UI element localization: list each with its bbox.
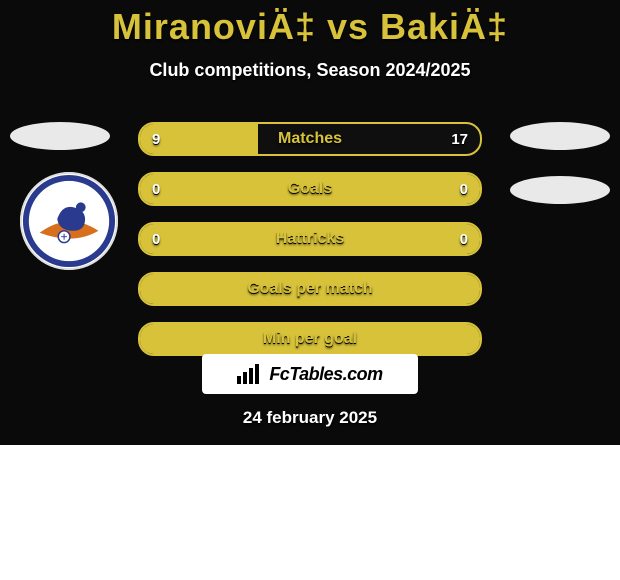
brand-bars-icon [237,364,263,384]
stat-row-min-per-goal: Min per goal [138,322,482,356]
stat-bar-right [310,274,480,304]
avatar-placeholder-right-1 [510,122,610,150]
stat-bar-left [140,174,310,204]
club-badge [20,172,118,270]
stat-left-value: 0 [152,224,160,254]
page-whitespace [0,445,620,580]
comparison-panel: MiranoviÄ‡ vs BakiÄ‡ Club competitions, … [0,0,620,580]
avatar-placeholder-left [10,122,110,150]
stat-right-value: 0 [460,174,468,204]
stat-bar-right [310,174,480,204]
stat-bar-left [140,274,310,304]
date-footer: 24 february 2025 [0,408,620,428]
stat-right-value: 17 [451,124,468,154]
brand-box: FcTables.com [202,354,418,394]
avatar-placeholder-right-2 [510,176,610,204]
stat-bar-left [140,324,310,354]
stat-bar-right [258,124,480,154]
stat-right-value: 0 [460,224,468,254]
club-badge-icon [20,172,118,270]
stat-row-goals-per-match: Goals per match [138,272,482,306]
stat-row-goals: 0 0 Goals [138,172,482,206]
stat-bar-right [310,224,480,254]
page-subtitle: Club competitions, Season 2024/2025 [0,60,620,81]
stat-row-hattricks: 0 0 Hattricks [138,222,482,256]
stat-rows: 9 17 Matches 0 0 Goals 0 0 Hattricks Goa… [138,122,482,372]
stat-left-value: 0 [152,174,160,204]
stat-left-value: 9 [152,124,160,154]
stat-row-matches: 9 17 Matches [138,122,482,156]
brand-label: FcTables.com [269,364,382,385]
stat-bar-right [310,324,480,354]
stat-bar-left [140,224,310,254]
page-title: MiranoviÄ‡ vs BakiÄ‡ [0,6,620,48]
